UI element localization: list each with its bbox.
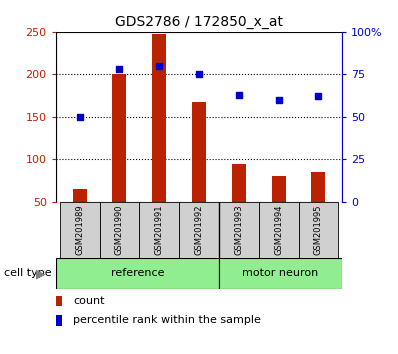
Bar — [56, 315, 62, 326]
Text: motor neuron: motor neuron — [242, 268, 319, 279]
Text: cell type: cell type — [4, 268, 52, 279]
Bar — [139, 202, 179, 258]
Point — [315, 93, 322, 99]
Bar — [219, 202, 259, 258]
Bar — [192, 102, 206, 202]
Text: GSM201990: GSM201990 — [115, 205, 124, 255]
Bar — [100, 202, 139, 258]
Bar — [298, 202, 338, 258]
Bar — [232, 164, 246, 202]
Text: GSM201993: GSM201993 — [234, 205, 243, 256]
Bar — [271, 176, 286, 202]
Bar — [179, 202, 219, 258]
Bar — [259, 202, 298, 258]
Point — [156, 63, 162, 69]
Text: GSM201995: GSM201995 — [314, 205, 323, 255]
Text: GSM201989: GSM201989 — [75, 205, 84, 256]
Text: GSM201994: GSM201994 — [274, 205, 283, 255]
Point — [116, 67, 123, 72]
Bar — [56, 258, 219, 289]
Bar — [152, 34, 166, 202]
Bar — [60, 202, 100, 258]
Text: count: count — [73, 296, 104, 306]
Bar — [219, 258, 342, 289]
Text: reference: reference — [111, 268, 164, 279]
Point — [76, 114, 83, 120]
Text: GSM201991: GSM201991 — [155, 205, 164, 255]
Bar — [56, 296, 62, 306]
Point — [275, 97, 282, 103]
Bar — [311, 172, 325, 202]
Text: GSM201992: GSM201992 — [195, 205, 203, 255]
Text: ▶: ▶ — [36, 267, 45, 280]
Point — [236, 92, 242, 98]
Point — [196, 72, 202, 77]
Bar — [112, 74, 126, 202]
Title: GDS2786 / 172850_x_at: GDS2786 / 172850_x_at — [115, 16, 283, 29]
Bar — [72, 189, 86, 202]
Text: percentile rank within the sample: percentile rank within the sample — [73, 315, 261, 325]
